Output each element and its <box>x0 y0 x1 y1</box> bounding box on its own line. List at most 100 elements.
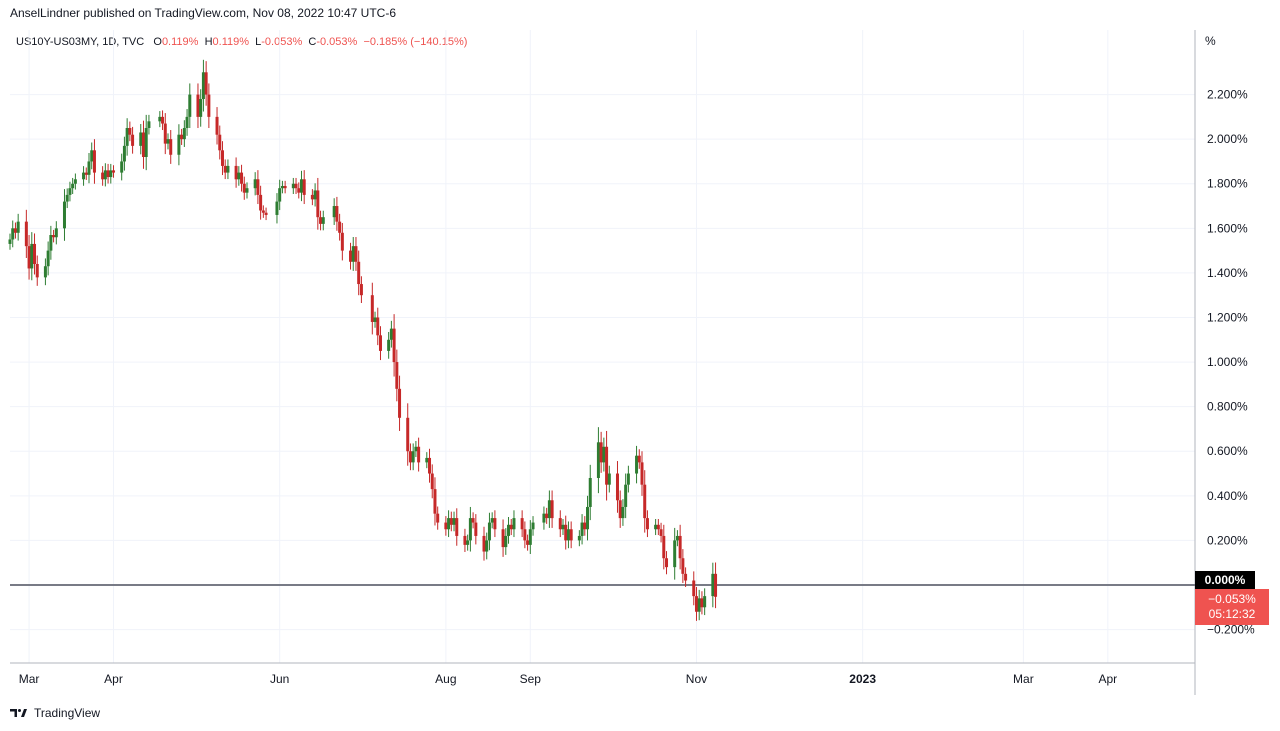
candle-body <box>626 473 630 485</box>
candle-body <box>90 150 94 162</box>
candle-body <box>417 446 421 463</box>
candle-body <box>692 580 696 597</box>
candle-body <box>583 522 587 530</box>
candle-body <box>711 573 715 597</box>
footer-brand[interactable]: TradingView <box>34 706 101 720</box>
candle-body <box>474 522 478 536</box>
open-value: 0.119% <box>161 36 199 48</box>
y-tick-label: 1.400% <box>1207 266 1248 280</box>
candle-body <box>520 518 524 530</box>
candle-body <box>542 513 546 523</box>
y-tick-label: 1.800% <box>1207 177 1248 191</box>
candle-body <box>112 170 116 173</box>
candle-body <box>645 518 649 530</box>
candle-body <box>68 188 72 195</box>
candle-body <box>62 201 66 229</box>
candle-body <box>161 116 165 124</box>
candle-body <box>387 339 391 351</box>
candle-body <box>147 121 151 129</box>
candle-body <box>624 484 628 507</box>
candle-body <box>526 540 530 545</box>
candle-body <box>643 484 647 519</box>
x-tick-label: Jun <box>270 672 289 686</box>
candle-body <box>376 317 380 336</box>
candle-body <box>586 506 590 530</box>
candle-body <box>509 524 513 530</box>
candle-body <box>675 535 679 541</box>
y-tick-label: 2.200% <box>1207 88 1248 102</box>
candle-body <box>310 194 314 200</box>
candle-body <box>199 99 203 117</box>
candle-body <box>332 206 336 218</box>
candle-body <box>637 455 641 463</box>
candle-body <box>665 558 669 568</box>
candle-body <box>35 263 39 278</box>
candle-body <box>605 446 609 485</box>
candle-body <box>684 573 688 581</box>
candle-body <box>607 473 611 485</box>
candle-body <box>188 94 192 117</box>
candle-body <box>714 573 718 597</box>
candle-body <box>389 328 393 340</box>
candle-body <box>264 212 268 215</box>
candle-body <box>299 179 303 193</box>
candle-body <box>507 524 511 536</box>
candle-body <box>531 522 535 530</box>
candle-body <box>144 128 148 157</box>
candle-body <box>398 388 402 418</box>
candle-body <box>577 535 581 541</box>
candle-body <box>564 524 568 541</box>
candle-body <box>659 529 663 536</box>
candle-body <box>46 250 50 267</box>
candle-body <box>120 161 124 173</box>
candle-body <box>357 261 361 285</box>
candle-body <box>425 457 429 463</box>
candle-body <box>349 250 353 262</box>
candle-body <box>207 94 211 117</box>
candle-body <box>471 518 475 523</box>
candle-body <box>512 518 516 530</box>
y-tick-label: 0.800% <box>1207 400 1248 414</box>
ohlc-legend: US10Y-US03MY, 1D, TVC O0.119% H0.119% L-… <box>16 36 467 48</box>
candle-body <box>71 183 75 189</box>
candle-body <box>428 457 432 474</box>
candle-body <box>297 188 301 193</box>
x-tick-label: Apr <box>104 672 123 686</box>
low-value: -0.053% <box>261 36 303 48</box>
candle-body <box>84 172 88 175</box>
candle-body <box>43 266 47 278</box>
candle-body <box>103 170 107 180</box>
candle-body <box>291 183 295 189</box>
candle-body <box>528 529 532 545</box>
candle-body <box>635 455 639 474</box>
close-value: -0.053% <box>316 36 358 48</box>
candle-body <box>504 535 508 548</box>
candle-body <box>259 194 263 211</box>
candle-body <box>256 179 260 195</box>
x-tick-label: Sep <box>520 672 542 686</box>
candle-body <box>351 246 355 262</box>
price-axis-unit[interactable]: % <box>1205 34 1216 48</box>
x-tick-label: 2023 <box>849 672 876 686</box>
candle-body <box>240 172 244 184</box>
y-tick-label: 0.400% <box>1207 489 1248 503</box>
x-tick-label: Aug <box>435 672 456 686</box>
symbol-label[interactable]: US10Y-US03MY, 1D, TVC <box>16 36 145 48</box>
high-label: H <box>204 36 213 48</box>
open-label: O <box>153 36 162 48</box>
candle-body <box>466 540 470 545</box>
bar-countdown: 05:12:32 <box>1208 607 1256 621</box>
candle-body <box>294 183 298 189</box>
candle-body <box>275 201 279 215</box>
candle-body <box>411 451 415 463</box>
candle-body <box>313 190 317 200</box>
candle-body <box>218 134 222 151</box>
candle-body <box>278 188 282 202</box>
candle-body <box>678 535 682 559</box>
change-value: −0.185% (−140.15%) <box>363 36 468 48</box>
candle-body <box>487 522 491 541</box>
candle-body <box>618 500 622 519</box>
candle-body <box>370 295 374 322</box>
candle-body <box>196 94 200 117</box>
